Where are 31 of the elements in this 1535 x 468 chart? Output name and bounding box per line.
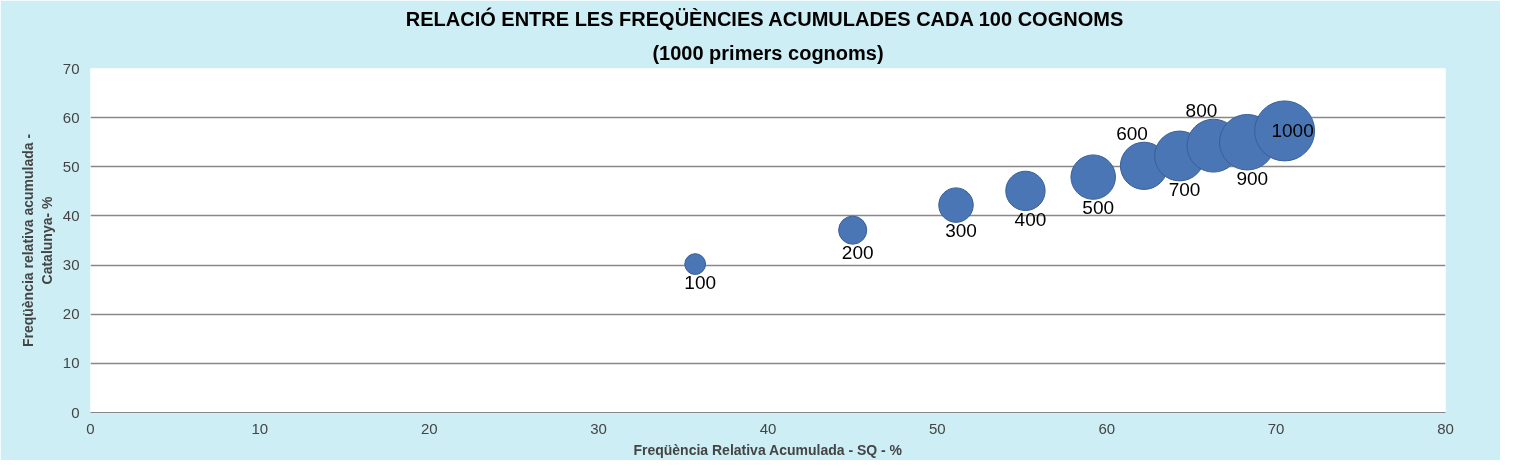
y-tick-label: 10 [62, 354, 80, 372]
chart-title: RELACIÓ ENTRE LES FREQÜÈNCIES ACUMULADES CADA 100 COGNOMS [405, 6, 1124, 30]
x-tick-label: 70 [1267, 419, 1285, 437]
annotation: 900 [1236, 168, 1269, 190]
annotation: 400 [1014, 208, 1047, 230]
y-tick-label: 20 [62, 305, 80, 323]
x-tick-label: 0 [86, 419, 95, 437]
y-tick-label: 60 [62, 108, 80, 126]
x-tick-label: 40 [759, 419, 777, 437]
x-tick-label: 10 [251, 419, 269, 437]
annotation: 800 [1185, 100, 1218, 122]
x-tick-label: 60 [1098, 419, 1116, 437]
annotation: 200 [841, 242, 874, 264]
x-axis-title: Freqüència Relativa Acumulada - SQ - % [633, 441, 903, 458]
chart-subtitle: (1000 primers cognoms) [652, 41, 884, 64]
annotation: 500 [1082, 197, 1115, 219]
x-tick-label: 80 [1437, 419, 1454, 437]
annotation: 1000 [1271, 120, 1314, 142]
x-tick-label: 50 [929, 419, 946, 437]
x-tick-label: 20 [420, 419, 438, 437]
x-tick-label: 30 [590, 419, 607, 437]
annotation: 300 [945, 220, 977, 242]
annotation: 100 [684, 272, 717, 294]
y-tick-label: 0 [71, 403, 80, 421]
y-tick-label: 50 [62, 157, 80, 175]
y-axis-title: Freqüència relativa acumulada - Catalunya- % [19, 133, 55, 348]
y-tick-label: 40 [62, 206, 80, 224]
annotation: 600 [1116, 123, 1148, 145]
y-tick-label: 30 [62, 256, 80, 274]
y-tick-label: 70 [62, 59, 80, 77]
annotation: 700 [1168, 178, 1201, 200]
